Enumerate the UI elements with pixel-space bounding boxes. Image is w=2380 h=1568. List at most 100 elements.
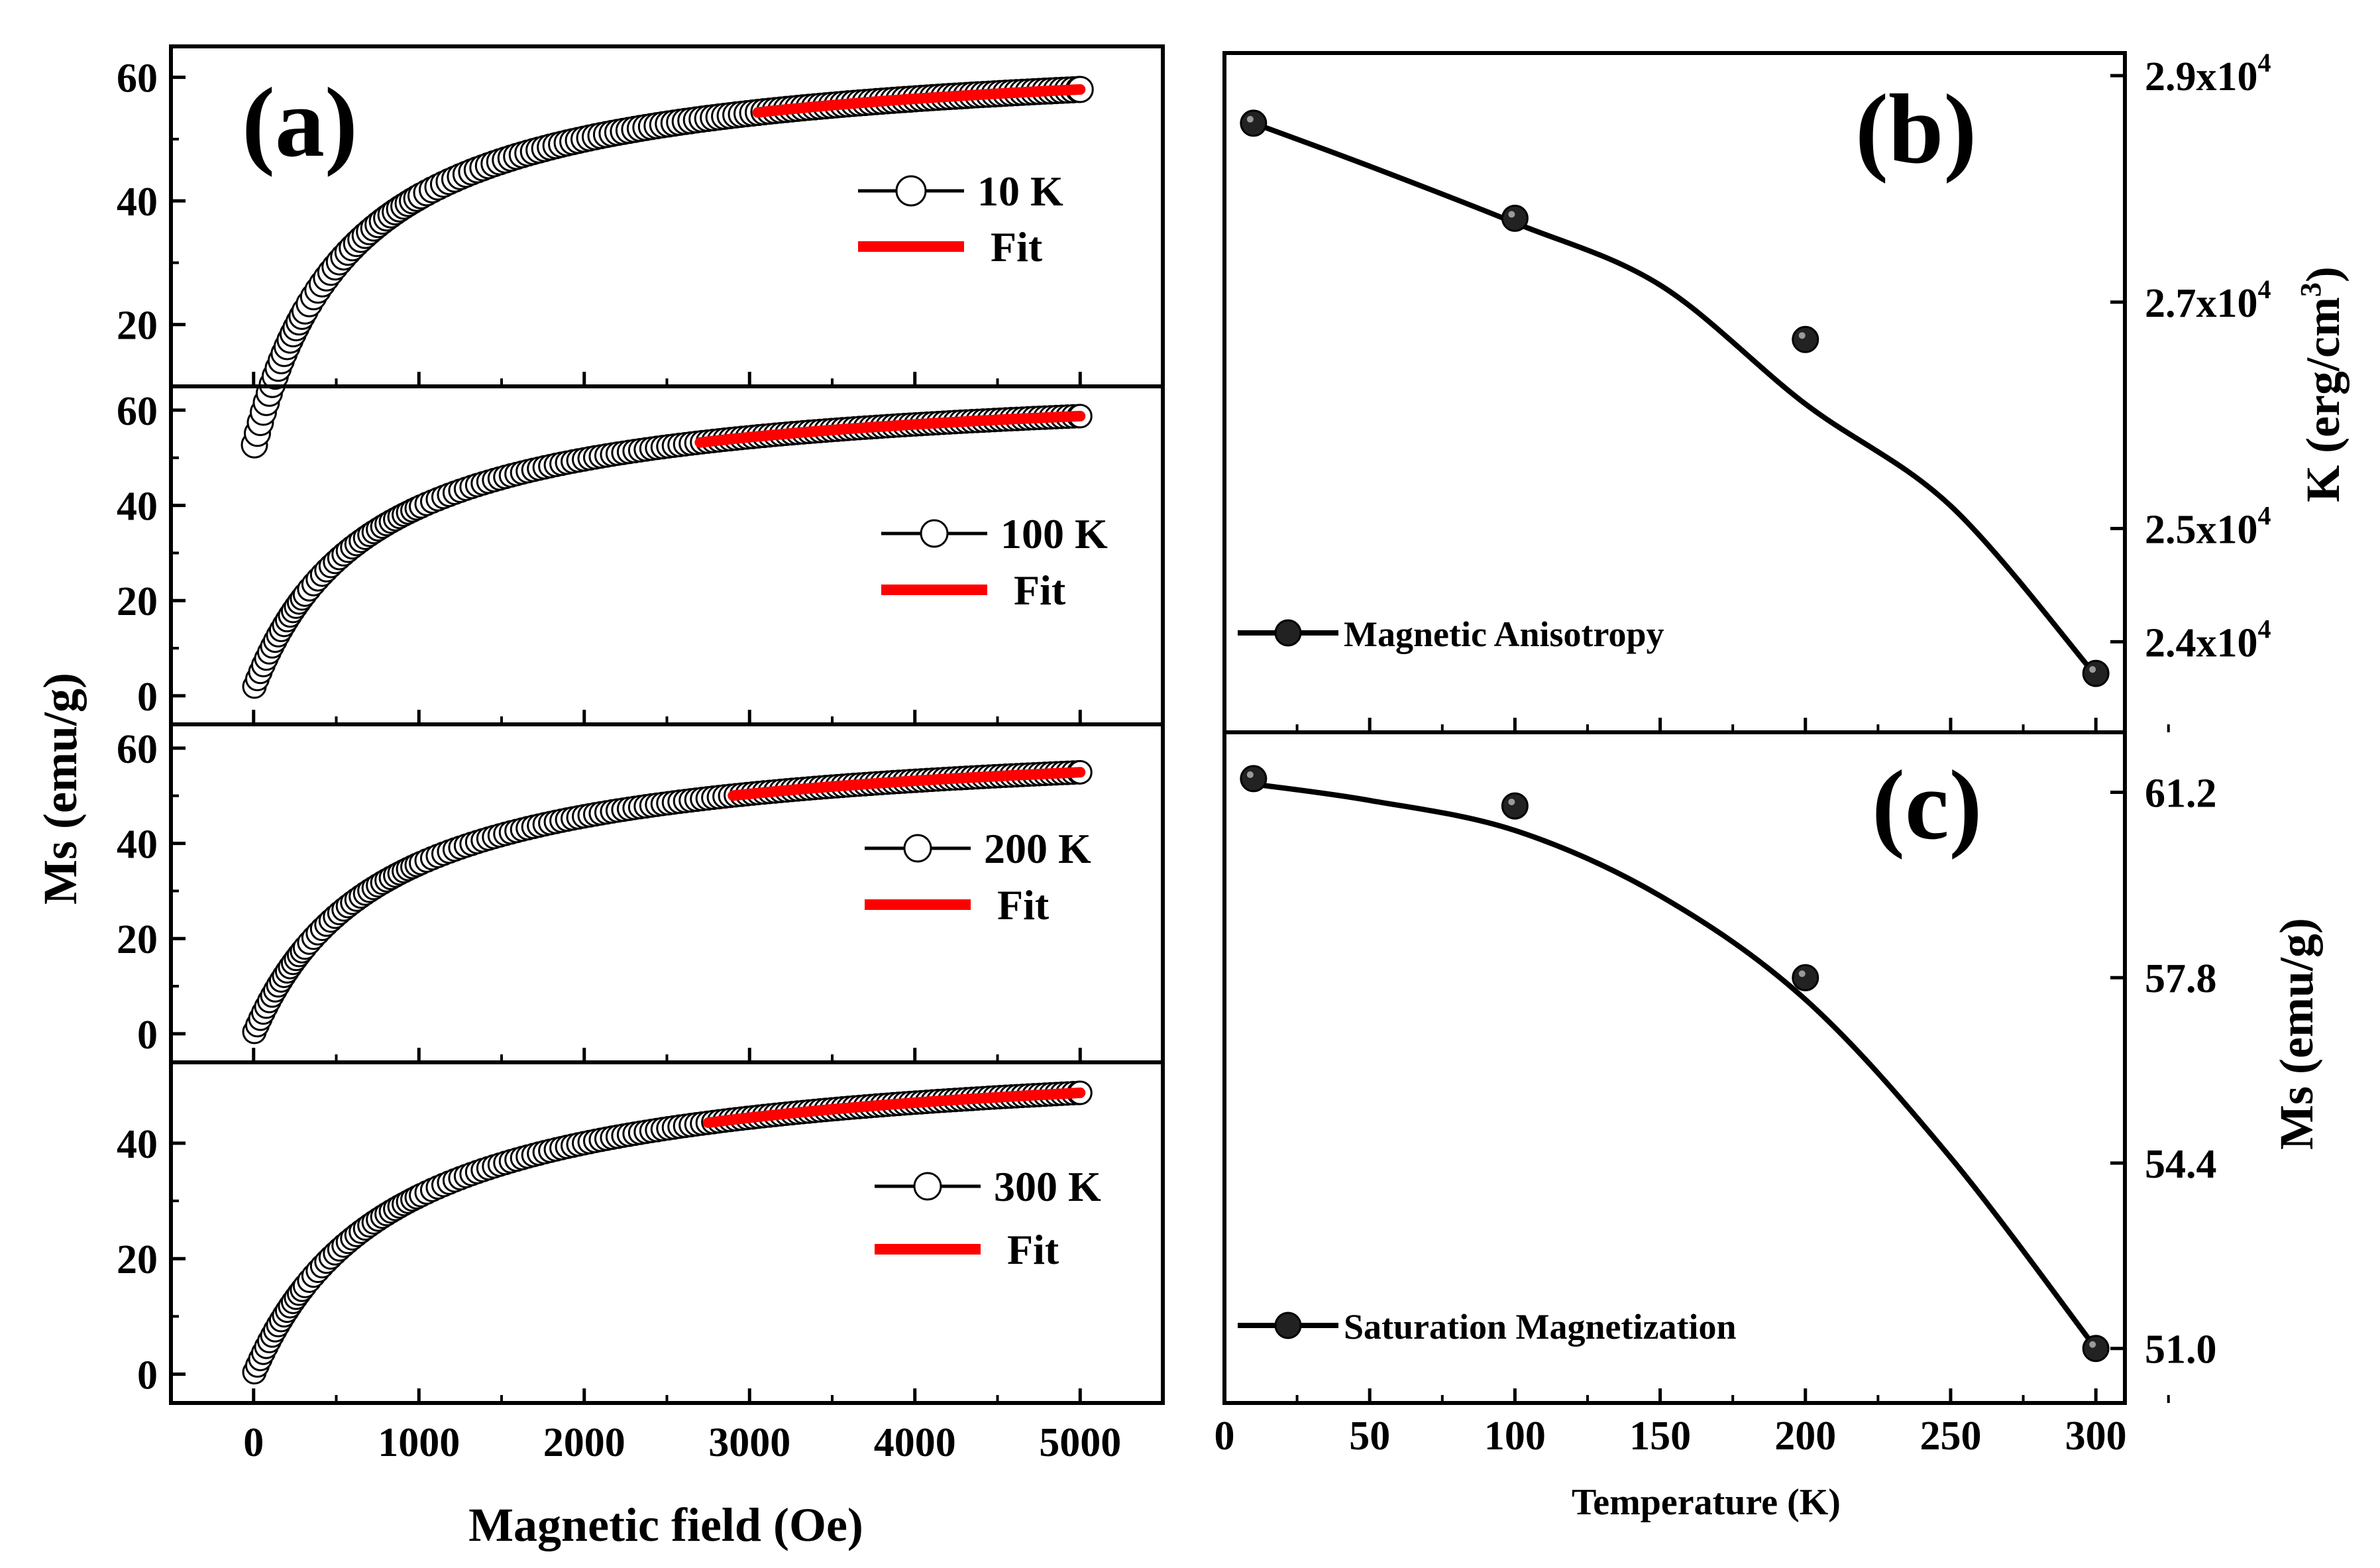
data-point-highlight: [2089, 666, 2096, 673]
panel-letter: (b): [1855, 74, 1976, 184]
y-tick-label: 60: [117, 727, 158, 772]
y-tick-label: 51.0: [2145, 1327, 2217, 1372]
legend-label: Saturation Magnetization: [1344, 1307, 1736, 1347]
data-point: [1792, 964, 1819, 991]
legend: 10 K Fit: [858, 168, 1063, 270]
y-tick-exponent: 4: [2258, 274, 2271, 304]
panel-a-subplot-2: 0 20 40 60 100 K Fit: [117, 384, 1165, 726]
y-tick-label: 2.4x104: [2145, 614, 2271, 665]
x-tick-label: 0: [1215, 1414, 1235, 1459]
y-tick-label: 57.8: [2145, 956, 2217, 1001]
legend-marker: [903, 834, 932, 863]
legend: Magnetic Anisotropy: [1238, 614, 1664, 654]
x-tick-label: 150: [1629, 1414, 1691, 1459]
legend-marker: [895, 175, 927, 207]
y-tick-label: 2.7x104: [2145, 274, 2271, 326]
y-tick-label: 60: [117, 389, 158, 434]
data-point-highlight: [1246, 115, 1254, 123]
y-tick-label: 61.2: [2145, 771, 2217, 816]
data-point: [1501, 792, 1529, 820]
axis-titles: Magnetic field (Oe) Ms (emu/g) Temperatu…: [34, 266, 2350, 1551]
x-tick-label: 100: [1484, 1414, 1546, 1459]
legend-label: Magnetic Anisotropy: [1344, 614, 1664, 654]
x-tick-label: 0: [243, 1420, 264, 1465]
legend-label: Fit: [991, 223, 1043, 270]
data-point-highlight: [2089, 1341, 2096, 1348]
data-point: [2082, 659, 2110, 687]
data-point: [1240, 765, 1268, 793]
legend-marker: [920, 519, 949, 548]
legend-label: 10 K: [977, 168, 1063, 215]
data-point: [1792, 325, 1819, 353]
c-y-axis-title: Ms (emu/g): [2270, 918, 2323, 1150]
panel-a-subplot-4: 0 20 40 0 1000 2000 3000 4000 5000 300 K Fit: [117, 1060, 1165, 1465]
panel-b: 2.4x104 2.5x104 2.7x104 2.9x104 Magnetic Ani…: [1222, 48, 2271, 734]
y-tick-label: 60: [117, 56, 158, 101]
y-tick-label: 20: [117, 917, 158, 962]
data-point-highlight: [1246, 771, 1254, 778]
y-tick-exponent: 4: [2258, 614, 2271, 644]
y-tick-label: 54.4: [2145, 1142, 2217, 1187]
legend: 200 K Fit: [865, 825, 1091, 928]
y-tick-label: 0: [137, 1353, 158, 1398]
x-tick-label: 4000: [874, 1420, 956, 1465]
panel-letter: (c): [1872, 750, 1982, 860]
fit-line: [752, 84, 1086, 118]
panel-letter: (a): [242, 68, 358, 178]
b-y-axis-title-close: ): [2297, 266, 2350, 282]
y-tick-exponent: 4: [2258, 48, 2271, 78]
x-tick-label: 300: [2065, 1414, 2127, 1459]
y-tick-label: 20: [117, 1237, 158, 1282]
x-tick-label: 250: [1920, 1414, 1981, 1459]
x-tick-label: 50: [1349, 1414, 1390, 1459]
legend-label: 300 K: [994, 1163, 1101, 1210]
y-tick-label: 40: [117, 484, 158, 530]
y-tick-label: 40: [117, 180, 158, 225]
left-y-axis-title: Ms (emu/g): [34, 673, 87, 905]
legend-marker: [1274, 1312, 1302, 1339]
x-tick-label: 1000: [378, 1420, 460, 1465]
y-tick-label: 2.5x104: [2145, 501, 2271, 553]
legend-label: Fit: [997, 881, 1050, 928]
right-x-axis-title: Temperature (K): [1572, 1482, 1841, 1523]
panel-a-subplot-1: 20 40 60 10 K Fit: [117, 44, 1165, 459]
legend-label: Fit: [1014, 567, 1066, 614]
legend-label: 100 K: [1001, 510, 1108, 557]
legend: 300 K Fit: [875, 1163, 1101, 1273]
legend-marker: [913, 1172, 942, 1201]
x-tick-label: 5000: [1039, 1420, 1121, 1465]
panel-a-subplot-3: 0 20 40 60 200 K Fit: [117, 722, 1165, 1064]
fit-line: [702, 1088, 1086, 1129]
data-point: [1501, 204, 1529, 232]
fit-line: [694, 410, 1086, 448]
y-tick-label: 0: [137, 675, 158, 720]
panel-c: 51.0 54.4 57.8 61.2 0 50 100 150 200 250 300 Satura…: [1215, 730, 2217, 1459]
data-point-highlight: [1798, 332, 1806, 339]
b-y-axis-title: K (erg/cm3): [2295, 266, 2350, 502]
y-tick-label: 0: [137, 1013, 158, 1058]
b-y-axis-title-main: K (erg/cm: [2297, 297, 2350, 502]
y-tick-label: 20: [117, 304, 158, 349]
subplot-frame: [1222, 730, 2127, 1405]
data-point-highlight: [1508, 211, 1515, 218]
data-point-highlight: [1508, 799, 1515, 806]
trend-line: [1253, 781, 2098, 1351]
b-y-axis-title-sup: 3: [2295, 282, 2327, 297]
legend-label: Fit: [1007, 1226, 1059, 1273]
x-tick-label: 2000: [543, 1420, 625, 1465]
x-tick-label: 200: [1774, 1414, 1836, 1459]
left-x-axis-title: Magnetic field (Oe): [468, 1498, 863, 1551]
legend-label: 200 K: [984, 825, 1091, 872]
data-point: [2082, 1335, 2110, 1363]
y-tick-label: 40: [117, 822, 158, 868]
legend: Saturation Magnetization: [1238, 1307, 1736, 1347]
x-tick-label: 3000: [708, 1420, 790, 1465]
legend: 100 K Fit: [881, 510, 1108, 614]
y-tick-label: 40: [117, 1122, 158, 1167]
data-point-highlight: [1798, 970, 1806, 978]
trend-line: [1252, 121, 2098, 678]
y-tick-label: 20: [117, 579, 158, 624]
y-tick-exponent: 4: [2258, 501, 2271, 531]
